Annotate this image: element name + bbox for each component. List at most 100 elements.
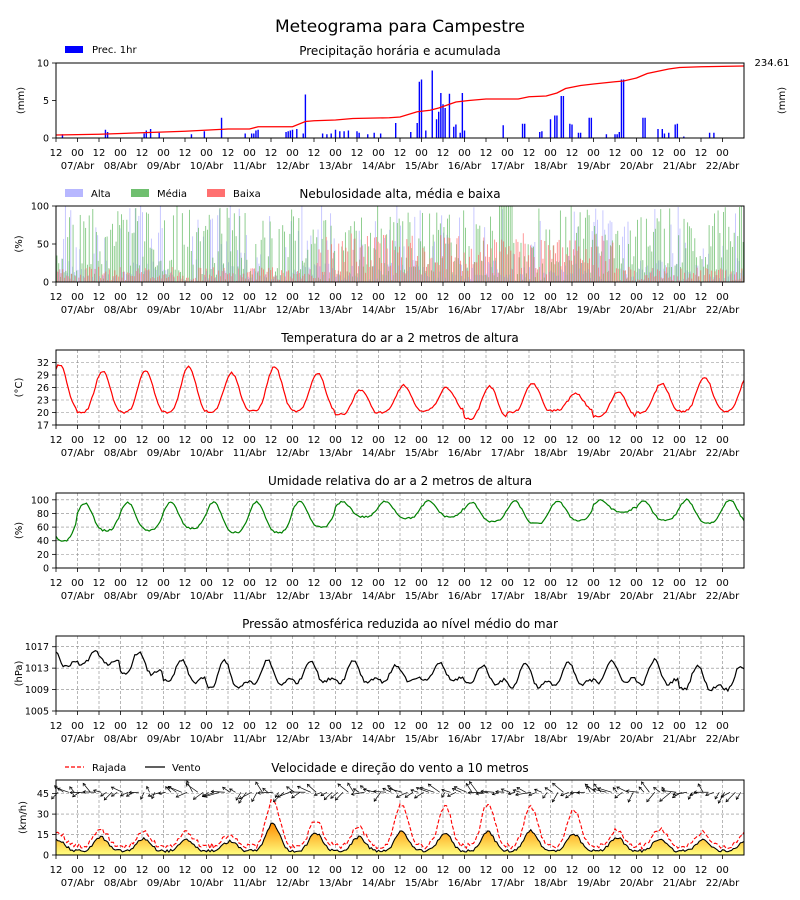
cloud-bar-high [93,253,95,282]
cloud-bar-low [732,280,734,282]
cloud-bar-low [495,242,497,282]
cloud-bar-mid [504,206,506,282]
cloud-bar-high [711,280,713,282]
x-tick-label: 12 [566,435,579,446]
cloud-bar-low [370,260,372,282]
cloud-bar-mid [654,228,656,282]
cloud-bar-high [720,280,722,282]
cloud-bar-mid [568,260,570,282]
wind-direction-arrow [476,791,489,795]
cloud-bar-mid [155,266,156,282]
cloud-bar-mid [337,270,339,282]
cloud-bar-high [136,264,138,282]
cloud-bar-high [425,273,426,282]
x-date-label: 10/Abr [190,591,224,602]
cloud-bar-low [684,272,685,282]
x-tick-label: 12 [652,721,665,732]
x-tick-label: 00 [200,292,213,303]
precip-bar [321,133,324,138]
cloud-bar-low [592,264,594,282]
cloud-bar-low [143,274,144,282]
x-tick-label: 00 [716,578,729,589]
cloud-bar-mid [293,216,294,282]
x-tick-label: 12 [308,435,321,446]
cloud-bar-high [133,262,134,282]
cloud-bar-mid [465,227,466,282]
cloud-bar-mid [676,264,678,282]
x-tick-label: 12 [222,578,235,589]
cloud-bar-low [91,268,92,282]
cloud-bar-high [405,274,407,282]
cloud-bar-mid [395,246,397,282]
cloud-bar-low [359,247,361,282]
cloud-bar-mid [380,228,382,282]
precip-bar [618,132,620,138]
cloud-bar-low [470,248,472,282]
wind-arrow-head [158,791,162,795]
cloud-bar-high [215,277,217,282]
wind-arrow-head [720,794,725,798]
x-date-label: 21/Abr [663,591,697,602]
cloud-bar-mid [690,228,692,282]
cloud-bar-mid [246,259,248,282]
x-date-label: 08/Abr [104,161,138,172]
wind-direction-arrow [534,789,543,793]
cloud-bar-high [63,238,65,282]
cloud-bar-mid [104,236,106,282]
cloud-bar-high [525,277,527,282]
cloud-bar-high [296,271,297,282]
cloud-bar-low [558,239,560,282]
cloud-bar-high [258,263,260,282]
cloud-bar-mid [531,247,533,282]
cloud-bar-high [330,213,332,282]
cloud-bar-mid [233,213,235,282]
cloud-bar-high [251,277,253,282]
cloud-bar-low [734,274,736,282]
cloud-bar-low [451,255,453,282]
x-date-label: 10/Abr [190,305,224,316]
wind-arrow-head [507,791,512,796]
wind-direction-arrow [641,781,650,793]
cloud-bar-mid [724,207,726,282]
cloud-bar-mid [312,229,314,282]
precip-bar [203,131,206,138]
cloud-bar-mid [359,259,361,282]
cloud-bar-low [429,258,431,282]
cloud-bar-mid [540,280,542,282]
cloud-bar-mid [733,232,735,282]
panel-title: Nebulosidade alta, média e baixa [299,187,500,201]
cloud-bar-mid [214,263,216,282]
cloud-bar-mid [361,217,362,282]
cloud-bar-mid [493,275,495,282]
cloud-bar-high [150,238,152,282]
legend-swatch-cloud [207,189,225,197]
cloud-bar-mid [515,280,517,282]
cloud-bar-low [272,267,273,282]
x-tick-label: 00 [716,148,729,159]
cloud-bar-mid [516,274,518,282]
cloud-bar-low [74,276,76,282]
x-tick-label: 00 [71,435,84,446]
x-date-label: 08/Abr [104,591,138,602]
cloud-bar-low [119,267,121,282]
panel-0: Precipitação horária e acumulada(mm)0510… [16,44,790,172]
cloud-bar-mid [296,274,298,282]
cloud-bar-low [710,270,712,282]
wind-arrow-head [528,792,532,796]
x-tick-label: 12 [523,865,536,876]
cloud-bar-low [325,236,327,282]
cloud-bar-mid [126,219,128,282]
wind-arrow-head [222,786,226,791]
cloud-bar-low [590,247,592,282]
x-tick-label: 12 [437,865,450,876]
cloud-bar-high [541,279,543,282]
wind-arrow-head [362,788,367,792]
cloud-bar-high [588,269,590,282]
cloud-bar-low [134,276,135,282]
x-tick-label: 00 [157,292,170,303]
cloud-bar-high [106,260,108,282]
cloud-bar-low [368,266,370,282]
cloud-bar-high [591,231,593,282]
cloud-bar-low [680,268,682,282]
cloud-bar-high [256,257,258,282]
